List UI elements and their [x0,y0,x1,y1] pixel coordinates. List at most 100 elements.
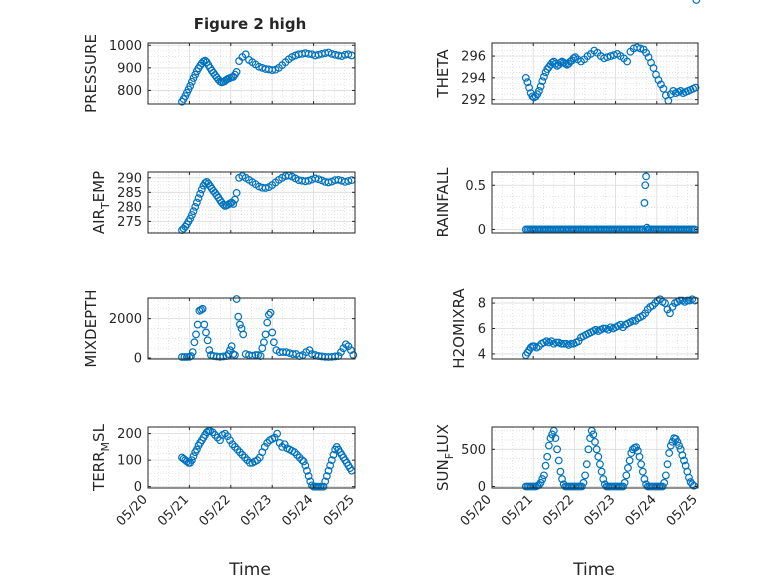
data-point [339,344,348,353]
data-point [594,452,603,461]
data-series [521,43,700,105]
y-tick-label: 500 [461,443,486,458]
data-point [599,324,608,333]
data-point [536,82,545,91]
data-point [663,460,672,469]
data-point [192,445,201,454]
data-point [299,457,308,466]
data-point [642,48,650,57]
y-tick-label: 800 [117,84,142,99]
data-point [226,436,234,445]
data-point [657,80,665,89]
x-tick-label: 05/23 [238,492,275,529]
x-tick-label: 05/25 [664,492,701,529]
x-tick-label: 05/20 [114,492,151,529]
data-point [540,471,548,480]
data-point [266,308,275,317]
data-point [304,472,313,480]
data-point [691,83,700,92]
data-point [234,312,243,321]
data-point [270,433,279,442]
data-point [631,316,640,325]
data-point [547,337,556,346]
data-point [651,299,660,307]
data-point [227,342,236,351]
y-tick-label: 1000 [109,39,142,54]
data-point [596,460,604,469]
y-tick-label: 200 [117,427,142,442]
data-point [260,338,268,347]
data-point [197,185,206,194]
y-tick-label: 900 [117,61,142,76]
x-tick-label: 05/22 [540,492,577,529]
y-tick-label: 100 [117,454,142,469]
subplot-theta: 292 294 296 THETA [434,42,700,108]
data-point [623,57,632,66]
data-point [326,461,335,470]
data-point [538,77,547,86]
data-point [638,311,647,320]
data-point [544,441,553,450]
data-series [178,171,356,235]
y-tick-label: 0 [478,223,486,238]
data-point [589,430,598,439]
data-point [599,475,608,483]
data-point [675,441,683,450]
x-axis-label-right: Time [572,560,615,580]
data-point [622,471,631,480]
data-point [683,296,692,305]
y-axis-label: THETA [434,49,452,99]
data-point [260,442,269,451]
y-tick-label: 0 [134,480,142,495]
data-point [606,52,615,60]
data-point [673,437,682,446]
subplot-mixdepth: 0 2000 MIXDEPTH [82,289,358,368]
data-point [268,328,277,337]
data-point [197,305,205,314]
data-point [535,342,543,351]
data-point [665,449,674,457]
data-point [551,434,560,443]
data-point [275,439,284,447]
data-point [571,53,580,62]
data-point [597,467,606,476]
data-point [200,320,209,329]
data-series [178,427,356,491]
y-axis-label: PRESSURE [82,34,100,113]
y-tick-label: 8 [478,297,486,312]
data-point [187,77,196,86]
y-axis-label: H2OMIXRA [450,288,468,369]
x-tick-label: 05/24 [623,492,660,529]
data-point [304,176,313,185]
data-point [245,458,254,467]
data-point [319,482,328,491]
data-point [314,175,323,184]
y-tick-label: 0.5 [465,179,486,194]
data-point [579,478,588,487]
data-point [604,325,613,334]
data-point [675,296,684,305]
data-point [654,76,663,84]
data-point [635,452,644,461]
y-tick-label: 275 [117,215,142,230]
data-point [600,54,608,63]
data-point [658,482,667,491]
data-point [523,78,532,87]
data-point [232,295,241,303]
data-point [223,432,232,441]
y-axis-label: AIRTEMP [90,171,112,234]
y-tick-label: 280 [117,200,142,215]
data-point [192,330,200,339]
data-point [554,456,563,465]
data-point [232,189,241,197]
data-point [603,53,612,62]
data-point [584,445,593,454]
data-point [303,466,311,475]
data-point [642,172,650,181]
data-point [552,338,561,347]
x-axis-label-left: Time [228,560,271,580]
data-point [553,445,561,454]
data-series [521,426,698,491]
data-point [551,59,560,68]
